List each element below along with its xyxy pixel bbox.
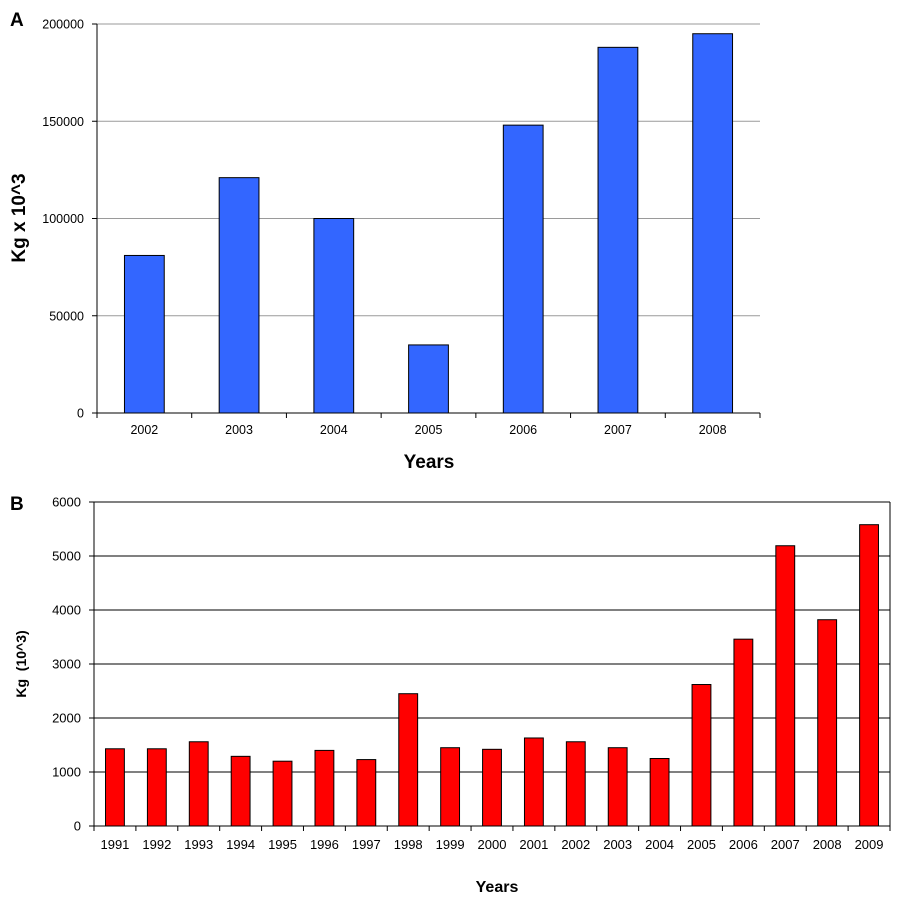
chart-b-x-tick-label: 1997 — [352, 837, 381, 852]
chart-a-x-tick-label: 2007 — [604, 423, 632, 437]
chart-b-x-tick-label: 2000 — [478, 837, 507, 852]
chart-b-x-tick-label: 2009 — [855, 837, 884, 852]
chart-b-gridlines — [94, 501, 890, 773]
chart-a-bar — [123, 254, 165, 414]
chart-a-x-tick-label: 2002 — [130, 423, 158, 437]
chart-b-y-axis-title: Kg (10^3) — [13, 630, 29, 697]
chart-a-bar — [218, 177, 260, 414]
chart-a-gridlines — [97, 23, 760, 317]
chart-b-y-tick-label: 4000 — [52, 603, 81, 618]
chart-b-y-tick-label: 5000 — [52, 549, 81, 564]
chart-a-x-axis-title: Years — [404, 452, 455, 473]
chart-b-x-axis-title: Years — [476, 879, 519, 896]
chart-a-y-axis-title: Kg x 10^3 — [9, 173, 30, 262]
chart-a-x-tick-label: 2006 — [509, 423, 537, 437]
chart-b-bar — [105, 748, 125, 827]
chart-b-x-tick-label: 1999 — [436, 837, 465, 852]
chart-b-x-tick-label: 1996 — [310, 837, 339, 852]
chart-a-bar — [313, 218, 355, 414]
chart-a-bar — [692, 33, 734, 414]
chart-b-y-tick-label: 3000 — [52, 657, 81, 672]
chart-b-x-tick-label: 1992 — [142, 837, 171, 852]
chart-b-bar — [733, 638, 754, 827]
chart-b-x-tick-label: 2003 — [603, 837, 632, 852]
chart-a-y-tick-label: 150000 — [42, 115, 84, 129]
chart-b-bar — [775, 545, 796, 827]
chart-b: B 0 1000 2000 3000 4000 5000 6000 1991 1992 1993… — [10, 494, 891, 896]
chart-b-axes — [89, 501, 891, 831]
chart-b-bar — [817, 619, 838, 827]
chart-a-x-tick-label: 2008 — [699, 423, 727, 437]
chart-b-x-tick-label: 2008 — [813, 837, 842, 852]
chart-b-x-tick-label: 2006 — [729, 837, 758, 852]
chart-a-axes — [92, 23, 761, 418]
chart-b-bar — [314, 749, 335, 827]
chart-a-y-ticks: 0 50000 100000 150000 200000 — [42, 18, 84, 421]
chart-b-x-tick-label: 2004 — [645, 837, 674, 852]
chart-a-bar — [502, 124, 544, 414]
chart-b-x-tick-label: 1998 — [394, 837, 423, 852]
chart-a-y-tick-label: 0 — [77, 407, 84, 421]
chart-b-bar — [565, 741, 586, 827]
chart-b-bar — [607, 747, 628, 827]
chart-b-x-tick-label: 2005 — [687, 837, 716, 852]
chart-b-y-tick-label: 0 — [74, 819, 81, 834]
chart-b-x-tick-label: 2001 — [519, 837, 548, 852]
chart-b-bar — [356, 759, 377, 827]
chart-b-bar — [649, 758, 670, 827]
chart-b-x-ticks: 1991 1992 1993 1994 1995 1996 1997 1998 1999 2000… — [100, 837, 883, 852]
chart-b-y-tick-label: 1000 — [52, 765, 81, 780]
panel-a-label: A — [10, 10, 24, 31]
chart-b-bar — [859, 524, 879, 827]
chart-b-bar — [188, 741, 209, 827]
chart-b-bar — [691, 684, 712, 827]
chart-b-bar — [482, 748, 502, 827]
chart-b-bar — [440, 747, 461, 827]
panel-b-label: B — [10, 494, 24, 515]
chart-a-bar — [408, 344, 449, 414]
chart-a-bar — [597, 46, 639, 414]
chart-b-x-tick-label: 1993 — [184, 837, 213, 852]
chart-b-bar — [146, 748, 167, 827]
chart-b-x-tick-label: 1995 — [268, 837, 297, 852]
chart-a-x-tick-label: 2003 — [225, 423, 253, 437]
chart-a-x-tick-label: 2005 — [415, 423, 443, 437]
chart-b-y-tick-label: 6000 — [52, 495, 81, 510]
chart-b-x-tick-label: 2007 — [771, 837, 800, 852]
chart-b-bar — [523, 737, 544, 827]
chart-b-x-tick-label: 1991 — [100, 837, 129, 852]
chart-a-x-ticks: 2002 2003 2004 2005 2006 2007 2008 — [130, 423, 726, 437]
chart-b-x-tick-label: 2002 — [561, 837, 590, 852]
chart-b-bar — [230, 755, 251, 827]
chart-b-bar — [398, 693, 419, 827]
chart-a-y-tick-label: 50000 — [49, 309, 84, 323]
chart-a-bars — [123, 33, 734, 414]
chart-b-bars — [105, 524, 879, 827]
chart-b-y-ticks: 0 1000 2000 3000 4000 5000 6000 — [52, 495, 81, 834]
chart-b-y-tick-label: 2000 — [52, 711, 81, 726]
chart-b-x-tick-label: 1994 — [226, 837, 255, 852]
chart-a-x-tick-label: 2004 — [320, 423, 348, 437]
chart-b-bar — [272, 760, 293, 827]
chart-a-y-tick-label: 200000 — [42, 18, 84, 32]
chart-a-y-tick-label: 100000 — [42, 212, 84, 226]
